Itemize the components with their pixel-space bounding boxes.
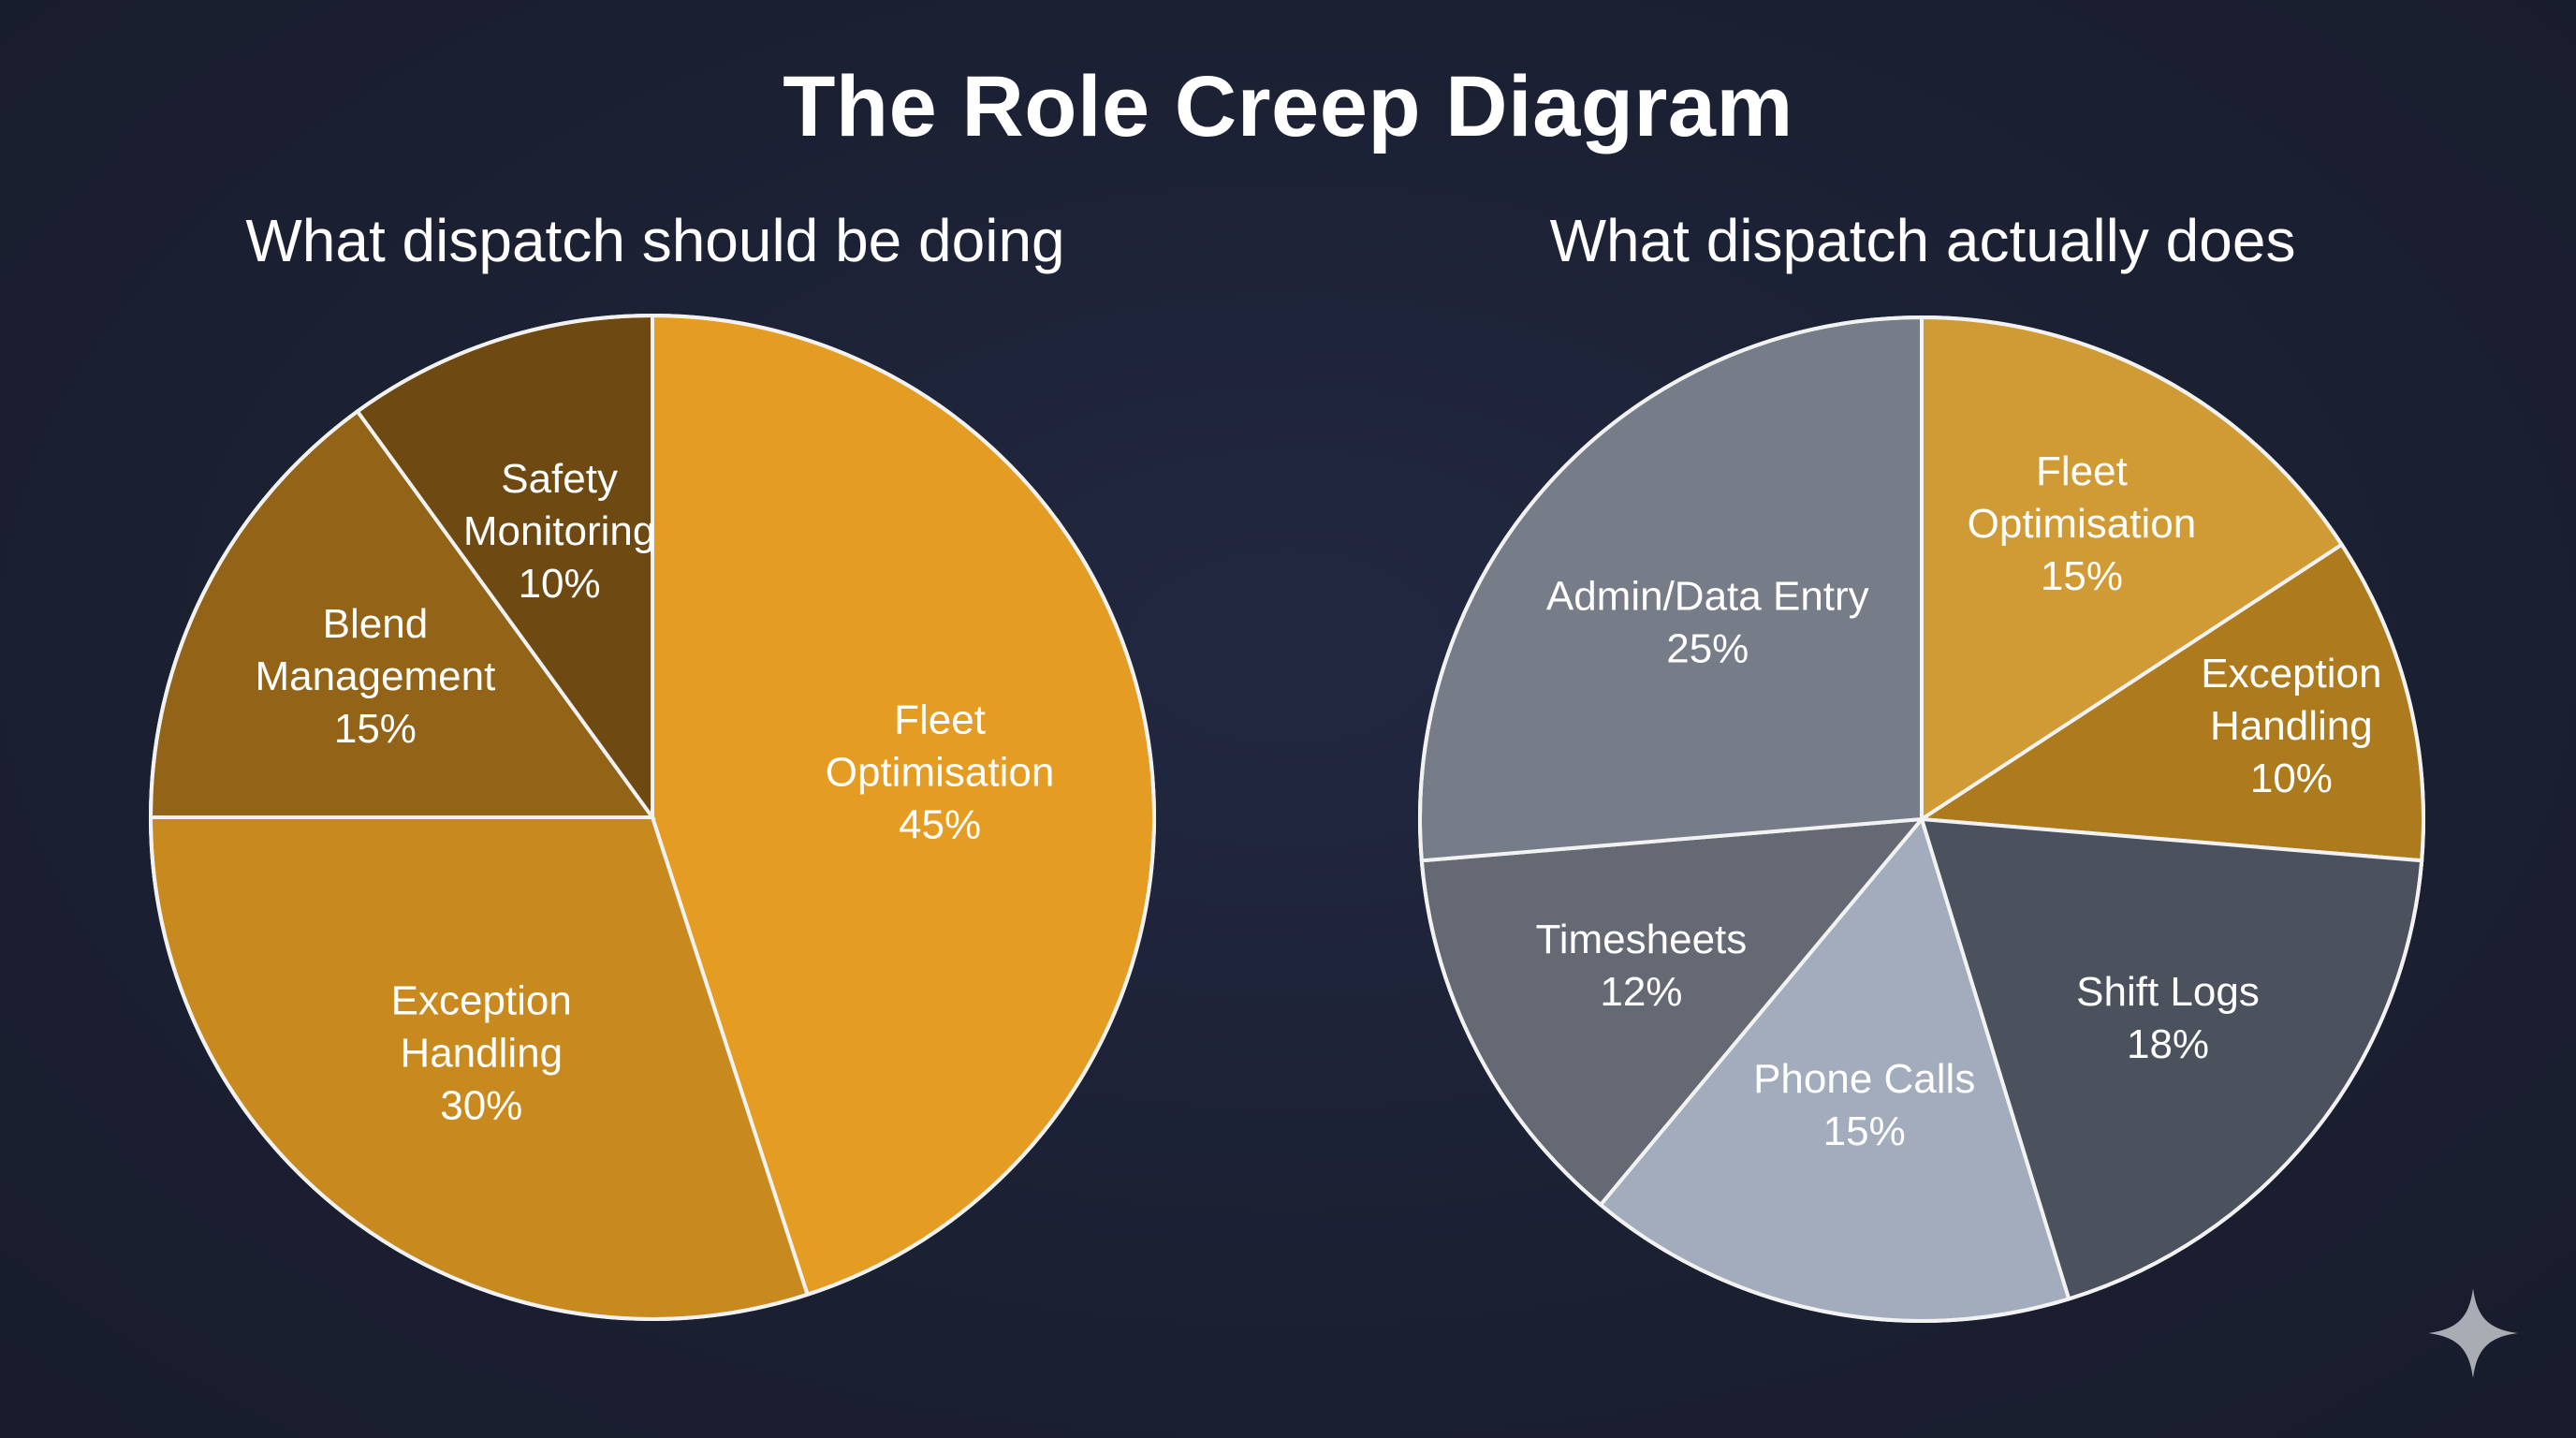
slice-label-timesheets: Timesheets 12%	[1536, 917, 1748, 1015]
sparkle-icon	[2428, 1288, 2518, 1378]
slice-label-fleet-optimisation: Fleet Optimisation 45%	[826, 697, 1055, 847]
slice-label-exception-handling: Exception Handling 30%	[391, 978, 572, 1129]
slice-label-phone-calls: Phone Calls 15%	[1753, 1056, 1975, 1154]
slice-label-admin-data-entry: Admin/Data Entry 25%	[1546, 573, 1869, 671]
left-chart-title: What dispatch should be doing	[245, 207, 1065, 274]
pie-chart-should: Fleet Optimisation 45% Exception Handling 30%…	[148, 313, 1157, 1321]
pie-outline	[1418, 315, 2425, 1323]
slice-label-blend-management: Blend Management 15%	[255, 601, 495, 752]
slice-label-safety-monitoring: Safety Monitoring 10%	[463, 456, 655, 607]
pie-chart-actual: Fleet Optimisation 15%Exception Handling 10%…	[1418, 315, 2425, 1323]
right-chart-title: What dispatch actually does	[1549, 207, 2296, 274]
slice-label-fleet-optimisation: Fleet Optimisation 15%	[1968, 448, 2197, 599]
page-title: The Role Creep Diagram	[783, 59, 1793, 154]
pie-outline	[149, 314, 1156, 1321]
slice-label-exception-handling: Exception Handling 10%	[2201, 651, 2381, 801]
slice-label-shift-logs: Shift Logs 18%	[2076, 969, 2260, 1067]
